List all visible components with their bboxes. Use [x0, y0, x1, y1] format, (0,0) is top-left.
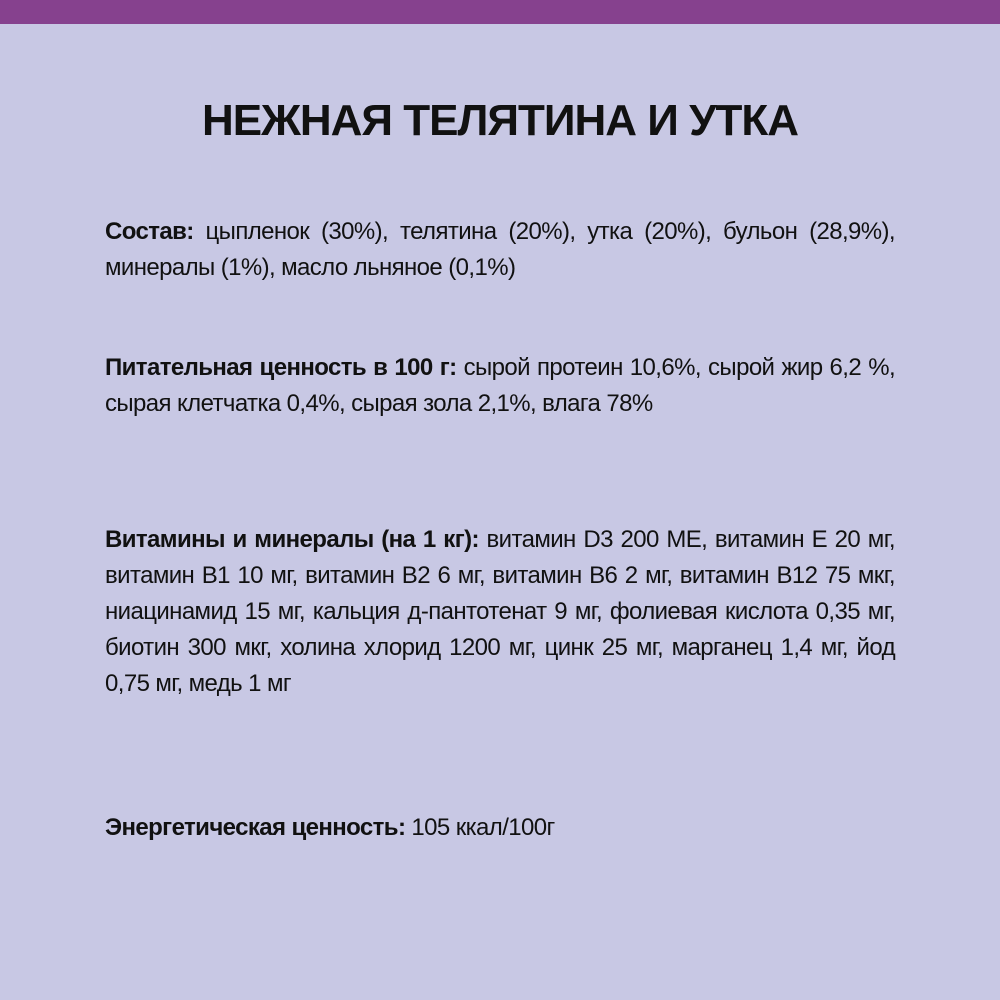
nutrition-label: Питательная ценность в 100 г: — [105, 354, 457, 381]
energy-section: Энергетическая ценность: 105 ккал/100г — [105, 810, 895, 846]
energy-label: Энергетическая ценность: — [105, 814, 406, 841]
composition-label: Состав: — [105, 218, 194, 245]
vitamins-section: Витамины и минералы (на 1 кг): витамин D… — [105, 522, 896, 702]
nutrition-section: Питательная ценность в 100 г: сырой прот… — [105, 350, 896, 422]
product-title: НЕЖНАЯ ТЕЛЯТИНА И УТКА — [201, 96, 799, 145]
vitamins-text: витамин D3 200 МЕ, витамин E 20 мг, вита… — [105, 526, 896, 697]
vitamins-label: Витамины и минералы (на 1 кг): — [105, 526, 479, 553]
composition-section: Состав: цыпленок (30%), телятина (20%), … — [105, 214, 896, 286]
energy-text: 105 ккал/100г — [405, 814, 555, 841]
nutrition-text: сырой протеин 10,6%, сырой жир 6,2 %, сы… — [105, 354, 896, 417]
top-accent-bar — [0, 0, 1000, 24]
composition-text: цыпленок (30%), телятина (20%), утка (20… — [105, 218, 896, 281]
